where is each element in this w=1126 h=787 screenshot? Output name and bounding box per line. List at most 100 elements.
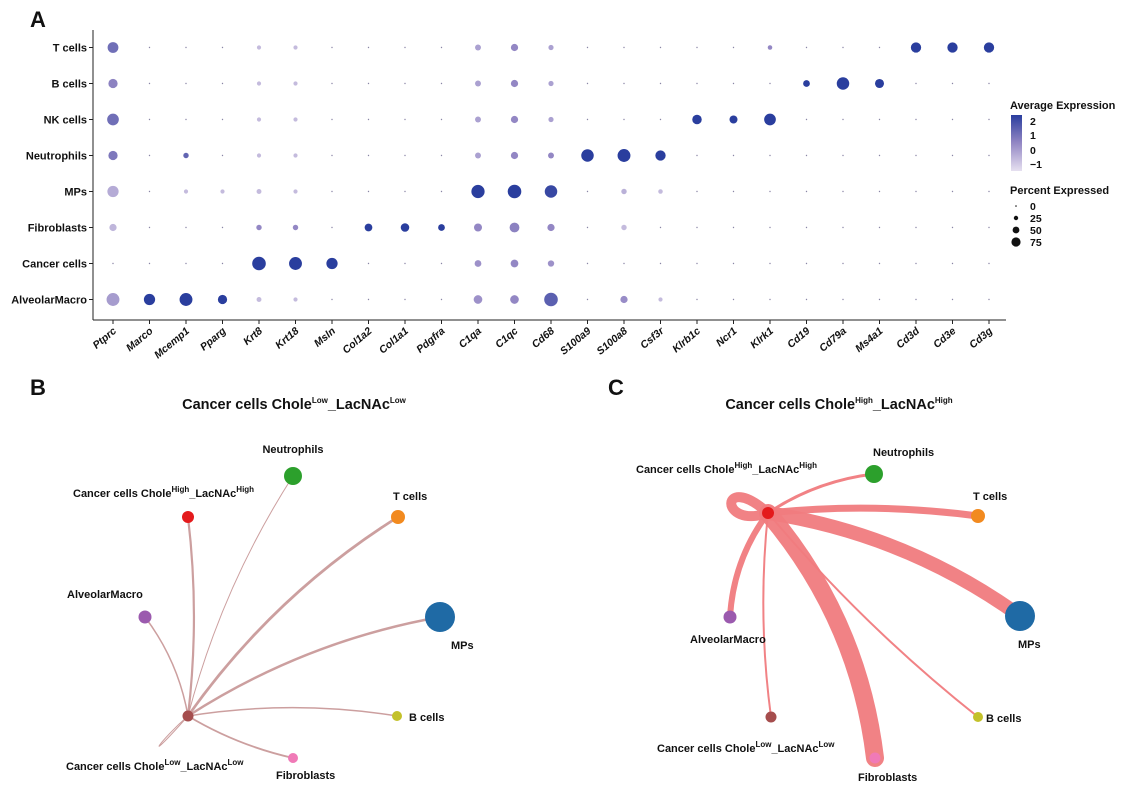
network-panel-b: Cancer cells CholeLow_LacNAcLow Neutroph… [66, 396, 474, 782]
dot-alveolarmacro-mcemp1 [179, 293, 193, 306]
row-label-t-cells: T cells [53, 43, 87, 55]
dot-nk-cells-krt18 [293, 117, 298, 122]
gene-label-mcemp1: Mcemp1 [152, 325, 192, 361]
dot-mps-s100a8 [621, 188, 627, 195]
node-label-mps: MPs [1018, 639, 1041, 651]
dot-nk-cells-pparg [221, 118, 224, 121]
dot-mps-klrk1 [769, 190, 771, 193]
edge-to-cancer-cells-chole-high-lacnac-high [186, 515, 196, 718]
dot-cancer-cells-cd3d [915, 262, 917, 265]
dot-cancer-cells-s100a8 [623, 262, 625, 265]
row-label-alveolarmacro: AlveolarMacro [11, 295, 87, 307]
dot-alveolarmacro-msln [331, 298, 333, 301]
dot-mps-cd19 [805, 190, 808, 193]
row-label-cancer-cells: Cancer cells [22, 259, 87, 271]
dot-nk-cells-krt8 [256, 117, 262, 122]
gene-label-cd3g: Cd3g [967, 325, 995, 351]
dot-t-cells-col1a2 [367, 46, 370, 49]
network-c-edges [726, 472, 1027, 767]
dot-fibroblasts-marco [148, 226, 151, 229]
edge-to-cancer-cells-chole-low-lacnac-low [762, 512, 772, 718]
dot-alveolarmacro-krt18 [293, 297, 298, 302]
dot-alveolarmacro-ncr1 [732, 298, 735, 301]
dot-t-cells-col1a1 [404, 46, 406, 49]
dot-b-cells-msln [331, 82, 333, 85]
gene-label-s100a8: S100a8 [594, 325, 630, 358]
node-label-neutrophils: Neutrophils [262, 444, 323, 456]
dot-mps-klrb1c [696, 190, 698, 193]
dot-mps-ncr1 [732, 190, 735, 193]
gene-label-krt8: Krt8 [241, 325, 265, 348]
node-label-alveolarmacro: AlveolarMacro [67, 589, 143, 601]
dot-mps-mcemp1 [183, 189, 189, 194]
gene-label-marco: Marco [124, 325, 156, 354]
dot-b-cells-c1qc [510, 79, 519, 88]
dot-neutrophils-s100a8 [617, 149, 631, 162]
edge-to-b-cells [187, 706, 398, 717]
node-label-cancer-cells-chole-high-lacnac-high: Cancer cells CholeHigh_LacNAcHigh [636, 461, 817, 476]
edge-to-neutrophils [766, 472, 876, 515]
dotplot-legend: Average Expression 2 1 0 −1 Percent Expr… [1010, 100, 1116, 249]
dot-b-cells-krt18 [293, 81, 298, 86]
dot-fibroblasts-pdgfra [438, 224, 445, 231]
dot-mps-pparg [220, 189, 225, 194]
row-label-fibroblasts: Fibroblasts [28, 223, 87, 235]
network-c-title: Cancer cells CholeHigh_LacNAcHigh [725, 396, 952, 413]
dot-t-cells-cd3d [910, 42, 922, 53]
node-label-t-cells: T cells [973, 491, 1007, 503]
dot-b-cells-cd3e [951, 82, 954, 85]
color-legend-bar [1011, 115, 1022, 171]
dot-nk-cells-cd3g [988, 118, 990, 121]
dot-t-cells-marco [148, 46, 151, 49]
network-c-labels: Cancer cells CholeHigh_LacNAcHigh Neutrop… [636, 447, 1041, 784]
dotplot-row-labels: T cells B cells NK cells Neutrophils MPs Fibr… [11, 43, 93, 307]
node-label-fibroblasts: Fibroblasts [858, 772, 917, 784]
dot-cancer-cells-ms4a1 [878, 262, 881, 265]
dot-neutrophils-ptprc [108, 150, 118, 161]
dot-nk-cells-ncr1 [729, 115, 738, 124]
gene-label-ncr1: Ncr1 [714, 325, 740, 349]
dot-b-cells-cd79a [836, 77, 850, 90]
dot-neutrophils-klrk1 [769, 154, 771, 157]
dot-fibroblasts-c1qa [474, 223, 482, 232]
dot-t-cells-klrk1 [767, 45, 773, 50]
dot-cancer-cells-pparg [221, 262, 224, 265]
dot-cancer-cells-mcemp1 [185, 262, 187, 265]
network-panel-c: Cancer cells CholeHigh_LacNAcHigh Cancer… [636, 396, 1041, 784]
dot-t-cells-csf3r [659, 46, 662, 49]
dot-alveolarmacro-cd3d [915, 298, 917, 301]
dot-fibroblasts-cd19 [805, 226, 808, 229]
node-label-t-cells: T cells [393, 491, 427, 503]
dot-cancer-cells-marco [148, 262, 151, 265]
node-alveolarmacro [138, 610, 152, 624]
edge-to-mps [761, 506, 1027, 623]
node-cancer-cells-chole-high-lacnac-high [182, 511, 194, 523]
size-legend-tick-75: 75 [1030, 237, 1042, 249]
dot-alveolarmacro-c1qc [510, 295, 519, 304]
dot-nk-cells-col1a2 [367, 118, 370, 121]
size-legend-dot-0 [1015, 205, 1017, 207]
dot-t-cells-c1qc [510, 43, 519, 52]
dot-b-cells-ms4a1 [874, 78, 885, 89]
dot-cancer-cells-s100a9 [586, 262, 589, 265]
gene-label-s100a9: S100a9 [558, 325, 594, 358]
dot-fibroblasts-col1a2 [364, 223, 373, 232]
dot-cancer-cells-cd3e [951, 262, 954, 265]
dot-neutrophils-col1a1 [404, 154, 406, 157]
dot-alveolarmacro-cd79a [842, 298, 844, 301]
gene-label-msln: Msln [312, 325, 338, 350]
dot-b-cells-cd68 [548, 80, 554, 87]
dot-nk-cells-col1a1 [404, 118, 406, 121]
dot-b-cells-csf3r [659, 82, 662, 85]
dot-b-cells-cd19 [803, 80, 810, 87]
dot-b-cells-s100a9 [586, 82, 589, 85]
dot-cancer-cells-msln [326, 257, 338, 270]
dotplot-axes [92, 30, 1006, 321]
dot-cancer-cells-cd19 [805, 262, 808, 265]
dot-fibroblasts-mcemp1 [185, 226, 187, 229]
dot-nk-cells-c1qc [510, 115, 519, 124]
dot-nk-cells-msln [331, 118, 333, 121]
dot-alveolarmacro-s100a9 [586, 298, 589, 301]
dot-neutrophils-c1qc [510, 151, 519, 160]
dot-alveolarmacro-col1a1 [404, 298, 406, 301]
